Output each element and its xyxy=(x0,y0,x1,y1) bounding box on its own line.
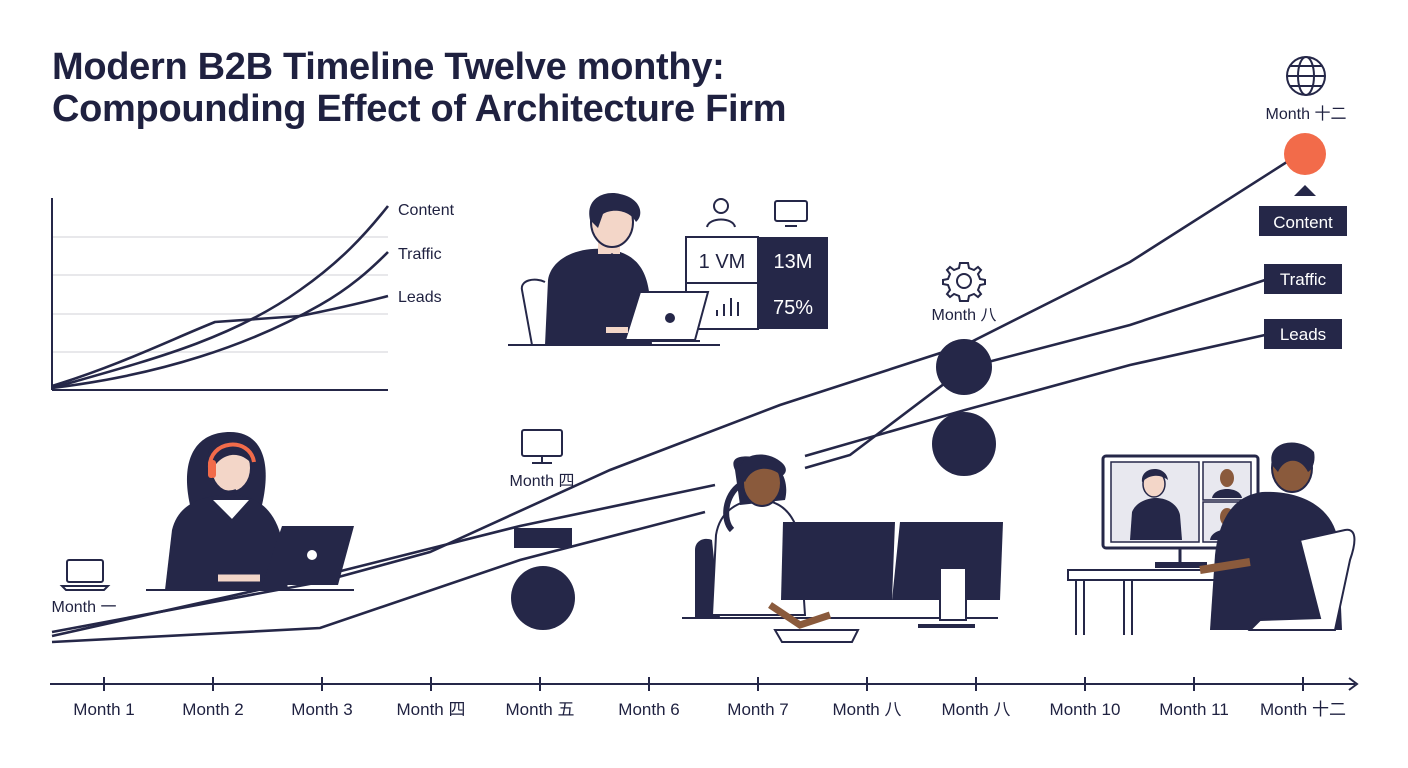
right-label-traffic-text: Traffic xyxy=(1280,270,1327,289)
callout-month-12-text: Month 十二 xyxy=(1266,105,1347,123)
mini-chart: Content Traffic Leads xyxy=(51,198,455,391)
label-box xyxy=(1259,206,1347,236)
laptop-icon xyxy=(59,559,111,591)
title-line-1: Modern B2B Timeline Twelve monthy: xyxy=(52,46,725,88)
milestone-bar-marker xyxy=(514,528,572,548)
milestone-dot-month-12 xyxy=(1284,133,1326,175)
bar-chart-icon xyxy=(716,298,739,316)
growth-line-traffic xyxy=(51,483,716,638)
label-box xyxy=(1264,319,1342,349)
monitor-icon xyxy=(521,429,563,464)
mini-series-leads xyxy=(51,294,389,388)
globe-icon xyxy=(1286,56,1326,96)
timeline-label: Month 3 xyxy=(291,700,352,719)
illustration-man-laptop xyxy=(508,193,720,346)
timeline-label: Month 1 xyxy=(73,700,134,719)
monitor-icon xyxy=(774,200,808,227)
stats-cell-2 xyxy=(758,237,828,283)
timeline-label: Month 11 xyxy=(1159,700,1229,719)
gear-icon xyxy=(942,262,986,302)
page-title: Modern B2B Timeline Twelve monthy: Compo… xyxy=(52,46,787,130)
illustration-woman-monitors xyxy=(682,454,1003,643)
mini-legend-content: Content xyxy=(398,202,455,219)
milestone-dot-month-8-upper xyxy=(936,339,992,395)
callout-month-8: Month 八 xyxy=(932,262,997,324)
mini-legend-traffic: Traffic xyxy=(398,246,442,263)
right-label-traffic: Traffic xyxy=(1264,264,1342,294)
timeline-label: Month 四 xyxy=(397,700,466,719)
timeline-label: Month 10 xyxy=(1050,700,1121,719)
stats-value-13m: 13M xyxy=(774,251,813,273)
timeline-label: Month 2 xyxy=(182,700,243,719)
timeline-label: Month 十二 xyxy=(1260,700,1346,719)
growth-line-leads xyxy=(51,510,706,644)
timeline-label: Month 7 xyxy=(727,700,788,719)
timeline-label: Month 五 xyxy=(506,700,575,719)
callout-month-1: Month 一 xyxy=(52,559,117,616)
right-label-leads-text: Leads xyxy=(1280,325,1326,344)
growth-line-leads-upper xyxy=(804,333,1266,458)
milestone-dot-month-5 xyxy=(511,566,575,630)
timeline-label: Month 6 xyxy=(618,700,679,719)
milestone-dot-month-8-lower xyxy=(932,412,996,476)
right-label-content-text: Content xyxy=(1273,213,1333,232)
mini-series-traffic xyxy=(51,251,389,390)
title-line-2: Compounding Effect of Architecture Firm xyxy=(52,88,787,130)
mini-legend-leads: Leads xyxy=(398,289,442,306)
label-box xyxy=(1264,264,1342,294)
stats-value-vm: 1 VM xyxy=(699,251,746,273)
timeline-label: Month 八 xyxy=(942,700,1011,719)
timeline-ticks: Month 1 Month 2 Month 3 Month 四 Month 五 Month… xyxy=(73,677,1346,719)
timeline-label: Month 八 xyxy=(833,700,902,719)
callout-month-12: Month 十二 xyxy=(1266,56,1347,123)
illustration-video-call xyxy=(1067,442,1356,635)
right-label-content: Content xyxy=(1259,185,1347,236)
stats-cell-4 xyxy=(758,283,828,329)
stats-panel: 1 VM 13M 75% xyxy=(685,198,828,330)
callout-month-8-text: Month 八 xyxy=(932,307,997,324)
label-pointer xyxy=(1294,185,1316,196)
callout-month-4-text: Month 四 xyxy=(510,473,575,490)
timeline-arrow-icon xyxy=(1348,677,1359,691)
user-icon xyxy=(706,198,736,228)
timeline-axis: Month 1 Month 2 Month 3 Month 四 Month 五 Month… xyxy=(50,677,1359,719)
right-label-leads: Leads xyxy=(1264,319,1342,349)
callout-month-1-text: Month 一 xyxy=(52,599,117,616)
mini-series-content xyxy=(51,205,390,390)
stats-value-percent: 75% xyxy=(773,297,813,319)
illustration-woman-headset xyxy=(146,432,354,591)
callout-month-4: Month 四 xyxy=(510,429,575,490)
